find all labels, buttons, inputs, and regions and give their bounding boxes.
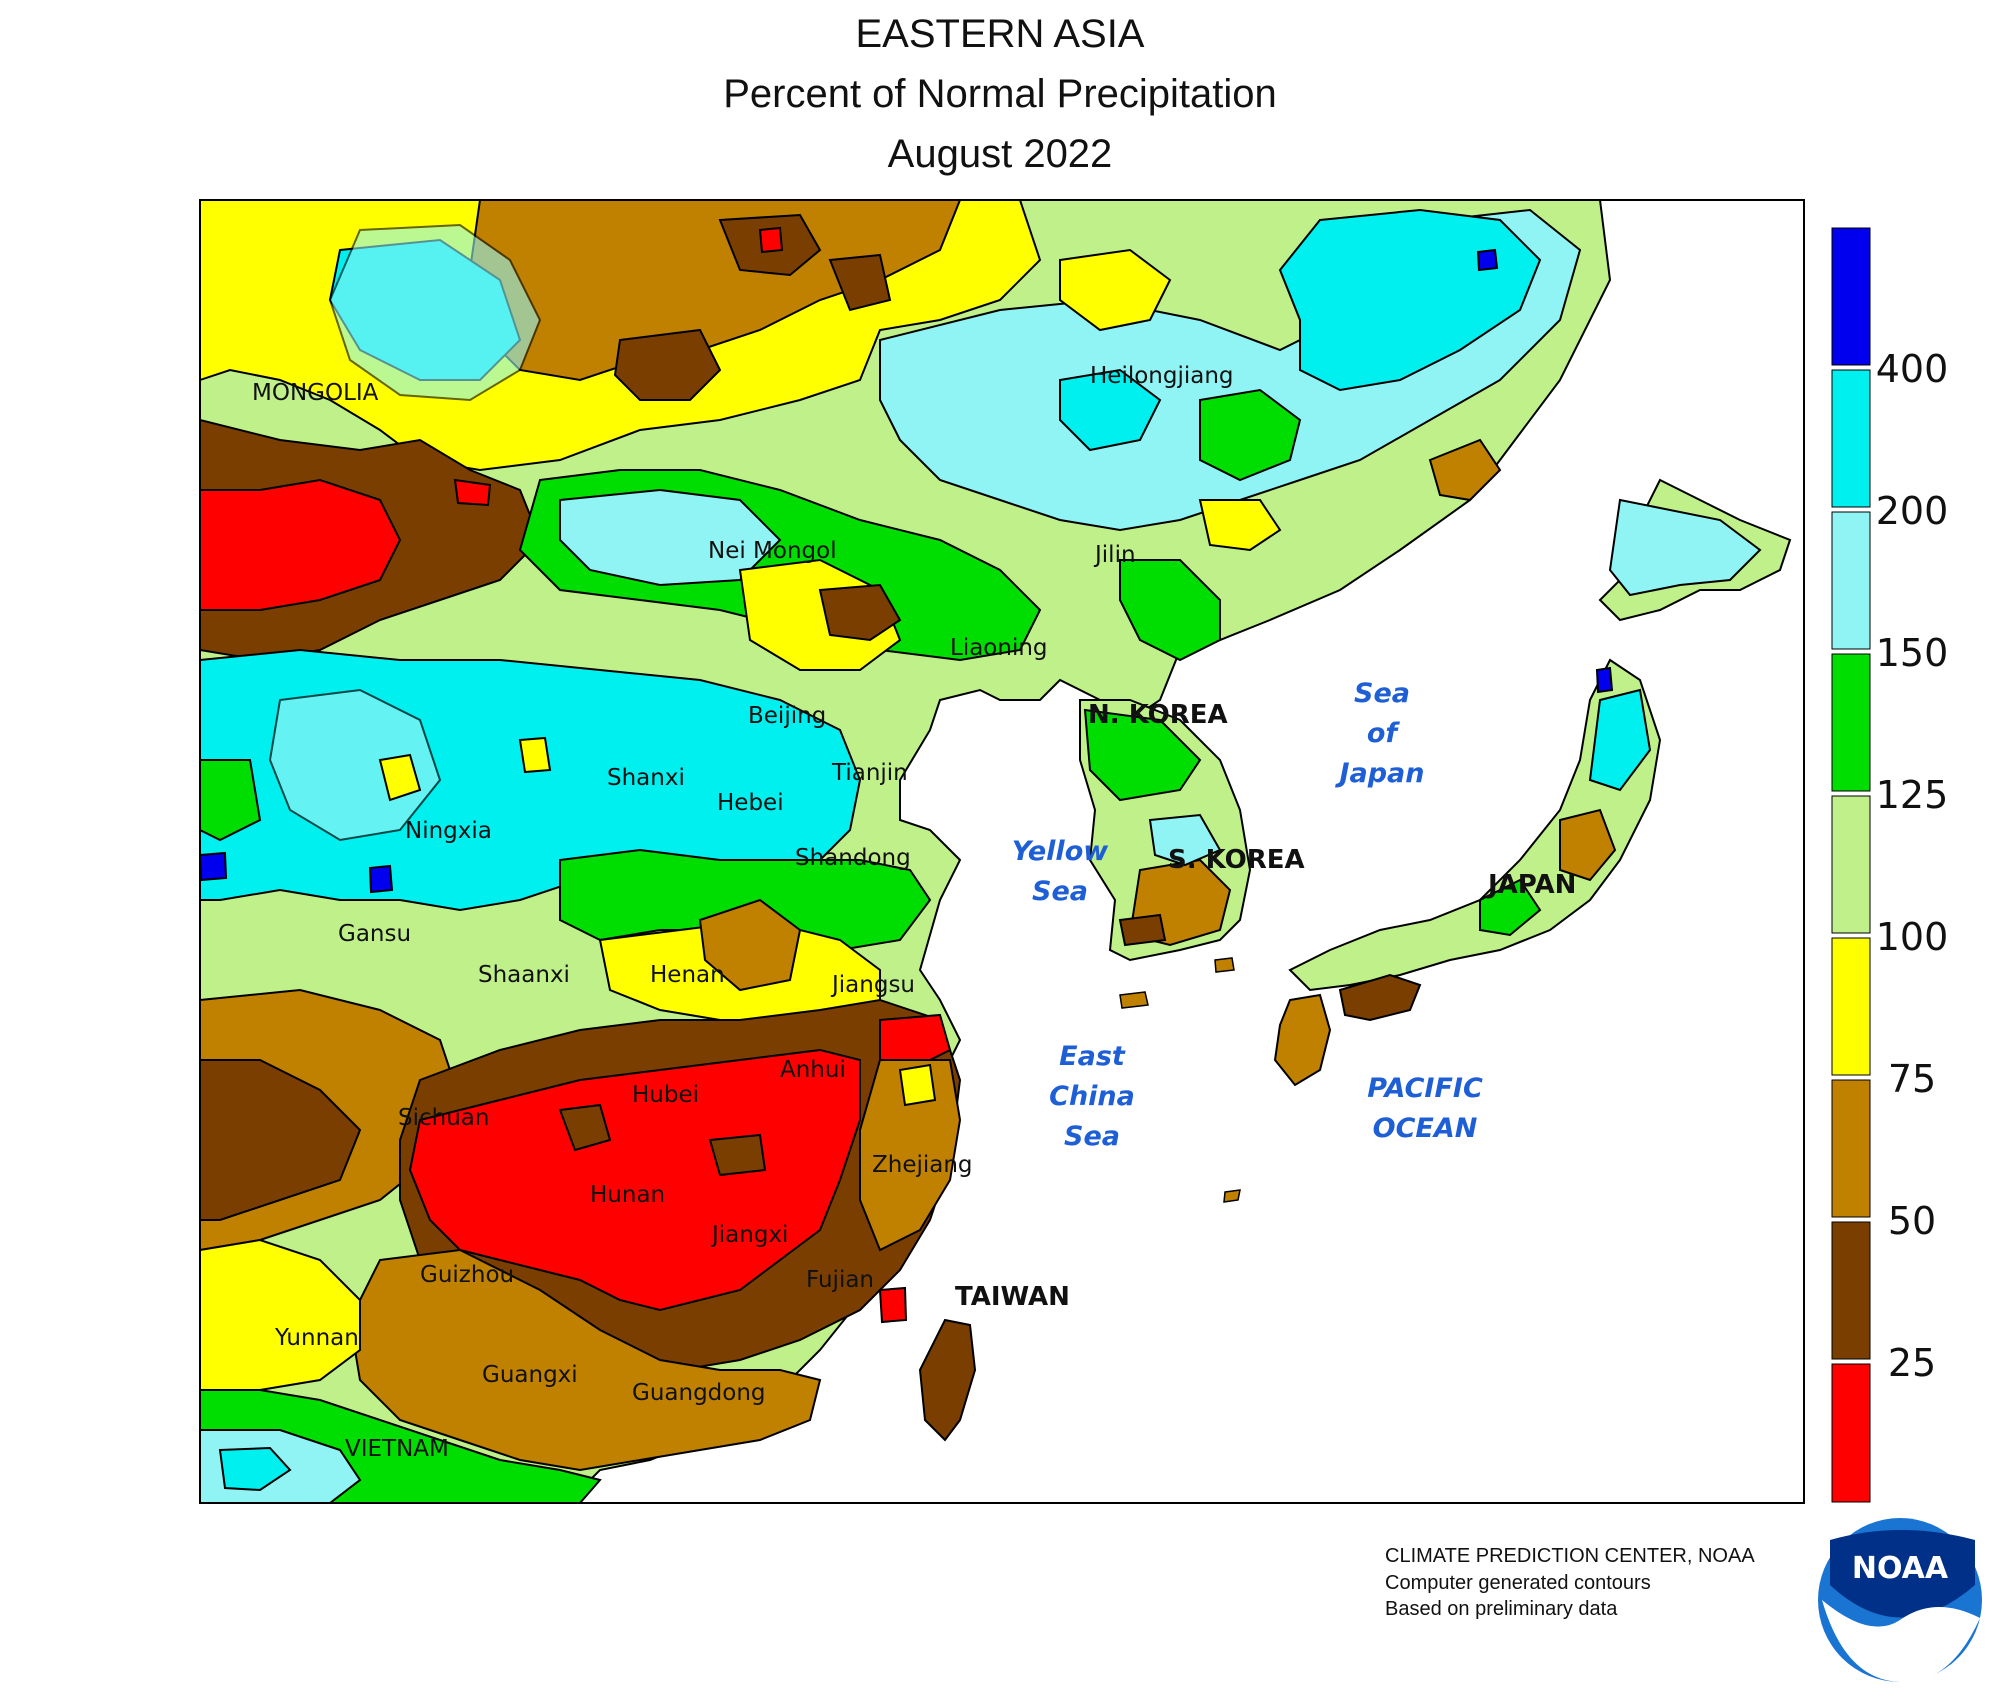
honshu bbox=[1288, 658, 1662, 992]
label-nei-mongol: Nei Mongol bbox=[708, 538, 837, 564]
map-title: EASTERN ASIA bbox=[855, 12, 1145, 56]
legend-tick-400: 400 bbox=[1876, 347, 1949, 391]
label-s-korea: S. KOREA bbox=[1168, 845, 1305, 875]
map-date: August 2022 bbox=[887, 132, 1113, 176]
legend-tick-75: 75 bbox=[1888, 1057, 1936, 1101]
credit-line-3: Based on preliminary data bbox=[1385, 1598, 1618, 1620]
legend-ticks: 400 200 150 125 100 75 50 25 bbox=[1876, 347, 1949, 1385]
label-guangxi: Guangxi bbox=[482, 1362, 578, 1388]
shikoku bbox=[1338, 973, 1422, 1022]
legend-tick-100: 100 bbox=[1876, 915, 1949, 959]
province-labels: MONGOLIA Heilongjiang Nei Mongol Jilin L… bbox=[252, 363, 1234, 1462]
label-taiwan: TAIWAN bbox=[955, 1282, 1070, 1312]
legend-swatch-lt25 bbox=[1831, 1363, 1871, 1503]
map-area bbox=[200, 200, 1804, 1503]
label-guizhou: Guizhou bbox=[420, 1262, 514, 1288]
map-frame bbox=[199, 199, 1805, 1504]
kyushu bbox=[1273, 993, 1332, 1087]
label-hubei: Hubei bbox=[632, 1082, 699, 1108]
label-gansu: Gansu bbox=[338, 921, 411, 947]
label-shaanxi: Shaanxi bbox=[478, 962, 570, 988]
label-shanxi: Shanxi bbox=[607, 765, 685, 791]
legend-swatch-75-100 bbox=[1831, 937, 1871, 1076]
legend-swatch-125-150 bbox=[1831, 653, 1871, 792]
small-islands bbox=[1119, 957, 1241, 1203]
legend-swatch-50-75 bbox=[1831, 1079, 1871, 1218]
label-sea-of-japan-2: of bbox=[1367, 718, 1401, 749]
legend-tick-125: 125 bbox=[1876, 773, 1949, 817]
label-pacific-1: PACIFIC bbox=[1367, 1073, 1483, 1104]
legend-tick-200: 200 bbox=[1876, 489, 1949, 533]
legend-tick-50: 50 bbox=[1888, 1199, 1936, 1243]
label-heilongjiang: Heilongjiang bbox=[1090, 363, 1234, 389]
label-ningxia: Ningxia bbox=[405, 818, 492, 844]
legend-swatch-200-400 bbox=[1831, 369, 1871, 508]
noaa-logo-bird bbox=[1822, 1600, 1980, 1683]
label-zhejiang: Zhejiang bbox=[872, 1152, 973, 1178]
noaa-logo-text: NOAA bbox=[1852, 1551, 1949, 1586]
label-fujian: Fujian bbox=[806, 1267, 874, 1293]
label-mongolia: MONGOLIA bbox=[252, 380, 379, 406]
legend-swatch-150-200 bbox=[1831, 511, 1871, 650]
label-east-china-sea-2: China bbox=[1049, 1081, 1135, 1112]
label-sea-of-japan-3: Japan bbox=[1334, 758, 1424, 789]
label-japan: JAPAN bbox=[1486, 870, 1576, 900]
label-n-korea: N. KOREA bbox=[1088, 700, 1228, 730]
country-labels: N. KOREA S. KOREA JAPAN TAIWAN bbox=[955, 700, 1576, 1312]
label-anhui: Anhui bbox=[780, 1057, 846, 1083]
legend-swatch-100-125 bbox=[1831, 795, 1871, 934]
label-jiangxi: Jiangxi bbox=[710, 1222, 788, 1248]
noaa-logo-upper bbox=[1830, 1530, 1975, 1618]
contour-patches bbox=[200, 200, 1762, 1503]
label-sichuan: Sichuan bbox=[398, 1105, 489, 1131]
legend-tick-25: 25 bbox=[1888, 1341, 1936, 1385]
credit-line-2: Computer generated contours bbox=[1385, 1572, 1651, 1594]
legend-colorbar bbox=[1831, 227, 1871, 1503]
label-liaoning: Liaoning bbox=[950, 635, 1048, 661]
taiwan bbox=[918, 1318, 977, 1442]
label-yellow-sea-2: Sea bbox=[1032, 876, 1088, 907]
label-beijing: Beijing bbox=[748, 703, 826, 729]
credit-line-1: CLIMATE PREDICTION CENTER, NOAA bbox=[1385, 1545, 1755, 1567]
label-east-china-sea-3: Sea bbox=[1064, 1121, 1120, 1152]
legend-swatch-25-50 bbox=[1831, 1221, 1871, 1360]
map-subtitle: Percent of Normal Precipitation bbox=[723, 72, 1277, 116]
label-hunan: Hunan bbox=[590, 1182, 665, 1208]
label-east-china-sea-1: East bbox=[1059, 1041, 1126, 1072]
label-yellow-sea-1: Yellow bbox=[1012, 836, 1109, 867]
label-hebei: Hebei bbox=[717, 790, 784, 816]
label-jilin: Jilin bbox=[1093, 542, 1136, 568]
label-guangdong: Guangdong bbox=[632, 1380, 766, 1406]
label-jiangsu: Jiangsu bbox=[830, 972, 915, 998]
label-henan: Henan bbox=[650, 962, 725, 988]
label-yunnan: Yunnan bbox=[274, 1325, 359, 1351]
label-pacific-2: OCEAN bbox=[1373, 1113, 1478, 1144]
label-shandong: Shandong bbox=[795, 845, 911, 871]
label-vietnam: VIETNAM bbox=[345, 1436, 449, 1462]
label-tianjin: Tianjin bbox=[831, 760, 908, 786]
label-sea-of-japan-1: Sea bbox=[1354, 678, 1410, 709]
legend-tick-150: 150 bbox=[1876, 631, 1949, 675]
sea-labels: Sea of Japan Yellow Sea East China Sea P… bbox=[1012, 678, 1483, 1152]
legend-swatch-gt400 bbox=[1831, 227, 1871, 366]
noaa-logo: NOAA bbox=[1818, 1518, 1982, 1683]
